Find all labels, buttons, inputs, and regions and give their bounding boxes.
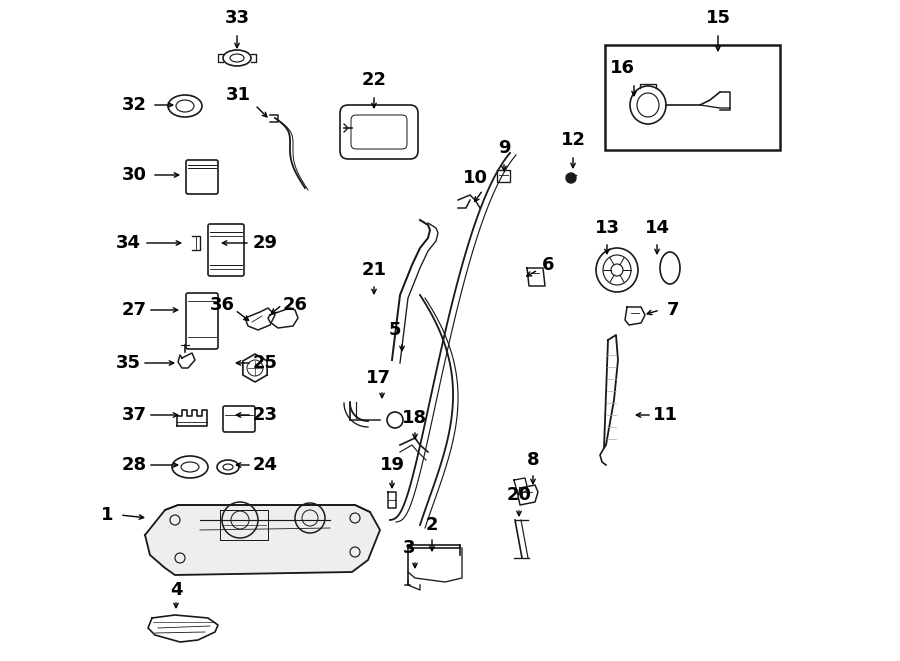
Text: 16: 16 — [609, 59, 634, 77]
Text: 18: 18 — [402, 409, 428, 427]
Text: 17: 17 — [365, 369, 391, 387]
Text: 2: 2 — [426, 516, 438, 534]
Text: 28: 28 — [122, 456, 147, 474]
Text: 25: 25 — [253, 354, 277, 372]
Text: 19: 19 — [380, 456, 404, 474]
Text: 21: 21 — [362, 261, 386, 279]
Text: 14: 14 — [644, 219, 670, 237]
Text: 33: 33 — [224, 9, 249, 27]
Text: 9: 9 — [498, 139, 510, 157]
Text: 8: 8 — [526, 451, 539, 469]
Text: 12: 12 — [561, 131, 586, 149]
Text: 32: 32 — [122, 96, 147, 114]
Circle shape — [566, 173, 576, 183]
Text: 30: 30 — [122, 166, 147, 184]
Text: 1: 1 — [101, 506, 113, 524]
Text: 29: 29 — [253, 234, 277, 252]
Text: 26: 26 — [283, 296, 308, 314]
Text: 3: 3 — [403, 539, 415, 557]
Polygon shape — [145, 505, 380, 575]
Text: 31: 31 — [226, 86, 250, 104]
Text: 15: 15 — [706, 9, 731, 27]
Text: 4: 4 — [170, 581, 182, 599]
Text: 24: 24 — [253, 456, 277, 474]
Bar — [605, 45, 780, 150]
Text: 6: 6 — [542, 256, 554, 274]
Text: 11: 11 — [652, 406, 678, 424]
Text: 34: 34 — [115, 234, 140, 252]
Text: 5: 5 — [389, 321, 401, 339]
Text: 35: 35 — [115, 354, 140, 372]
Text: 22: 22 — [362, 71, 386, 89]
Text: 7: 7 — [667, 301, 680, 319]
Text: 10: 10 — [463, 169, 488, 187]
Text: 37: 37 — [122, 406, 147, 424]
Text: 27: 27 — [122, 301, 147, 319]
Text: 23: 23 — [253, 406, 277, 424]
Text: 36: 36 — [210, 296, 235, 314]
Text: 13: 13 — [595, 219, 619, 237]
Text: 20: 20 — [507, 486, 532, 504]
